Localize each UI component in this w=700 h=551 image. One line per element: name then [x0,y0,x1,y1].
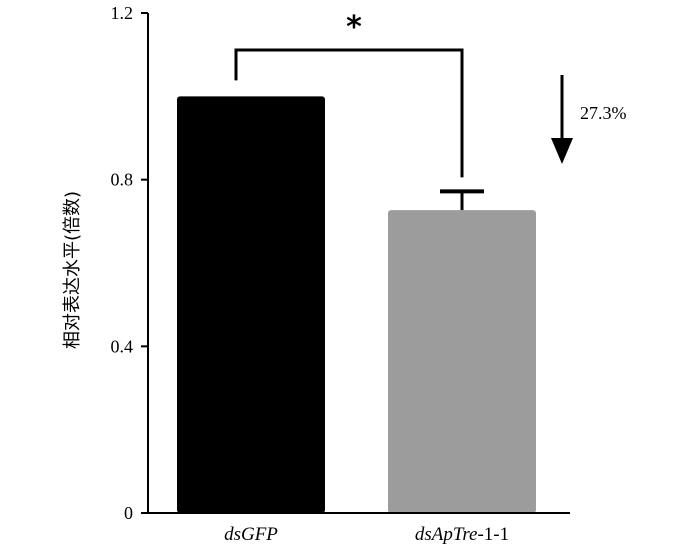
x-category-labels: dsGFP dsApTre-1-1 [224,524,509,545]
significance-star: * [346,10,362,45]
decrease-annotation: 27.3% [551,75,627,164]
down-arrow-head-icon [551,138,573,164]
y-axis-label: 相对表达水平(倍数) [62,191,83,349]
y-tick-label: 0.4 [111,336,134,356]
x-category-label-1: dsGFP [224,524,278,545]
bar-2 [388,210,536,514]
x-category-label-2: dsApTre-1-1 [415,524,509,545]
significance-annotation: * [234,10,464,178]
y-ticks: 0 0.4 0.8 1.2 [111,3,148,523]
y-tick-label: 0 [124,503,133,523]
bar-1 [177,96,325,513]
axes-layer [147,13,570,514]
bars-layer [177,96,536,514]
y-tick-label: 1.2 [111,3,134,23]
y-tick-label: 0.8 [111,170,134,190]
significance-bracket [234,48,464,178]
decrease-percent-label: 27.3% [580,103,627,123]
